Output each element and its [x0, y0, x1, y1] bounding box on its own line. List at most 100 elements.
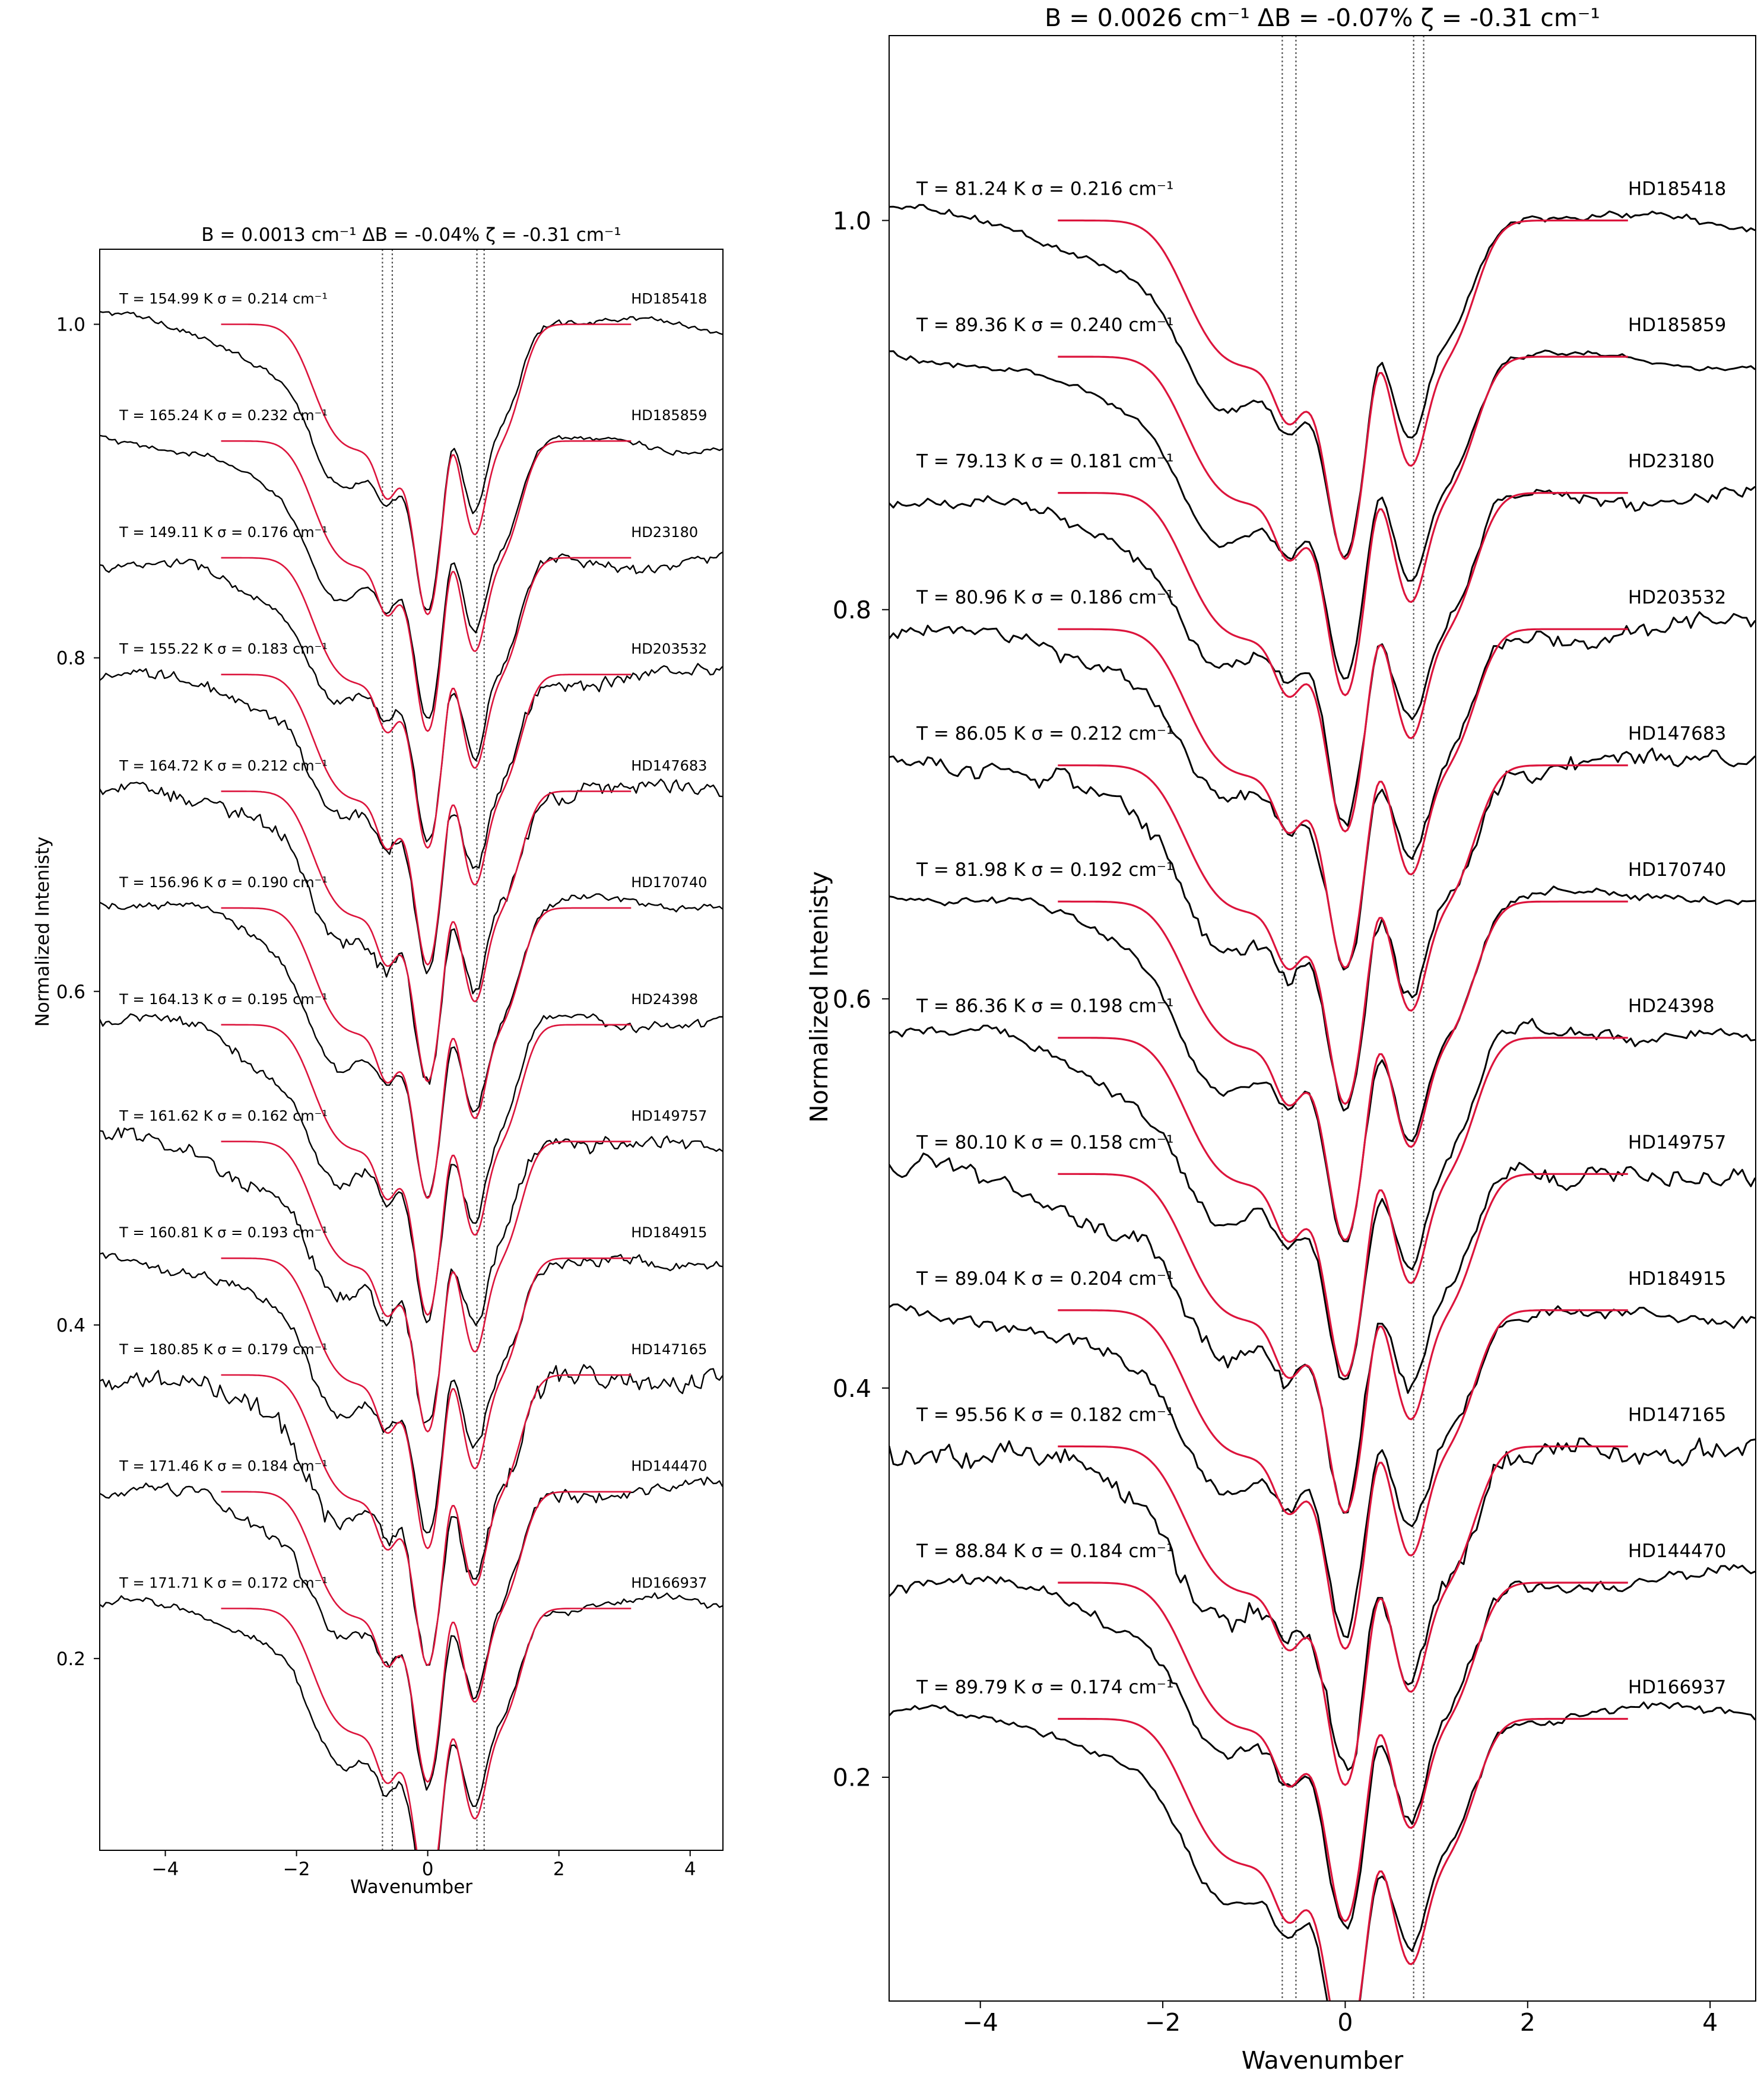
p0-series-param-label-HD23180: T = 149.11 K σ = 0.176 cm⁻¹: [119, 524, 328, 541]
left-panel: B = 0.0013 cm⁻¹ ΔB = -0.04% ζ = -0.31 cm…: [32, 224, 724, 1898]
p0-series-model-HD147683: [221, 790, 632, 1082]
p1-series-model-HD203532: [1058, 628, 1628, 969]
p1-series-param-label-HD170740: T = 81.98 K σ = 0.192 cm⁻¹: [916, 859, 1173, 881]
right-title: B = 0.0026 cm⁻¹ ΔB = -0.07% ζ = -0.31 cm…: [1045, 4, 1600, 32]
p0-ytick-label-4: 1.0: [56, 315, 85, 336]
p0-series-param-label-HD24398: T = 164.13 K σ = 0.195 cm⁻¹: [119, 991, 328, 1008]
p0-series-data-HD23180: [100, 551, 723, 843]
p1-series-param-label-HD184915: T = 89.04 K σ = 0.204 cm⁻¹: [916, 1268, 1173, 1290]
p0-series-model-HD24398: [221, 1024, 632, 1316]
p1-series-param-label-HD166937: T = 89.79 K σ = 0.174 cm⁻¹: [916, 1676, 1173, 1698]
p0-series-name-label-HD147683: HD147683: [631, 757, 707, 774]
p0-series-name-label-HD203532: HD203532: [631, 641, 707, 658]
p1-series-name-label-HD23180: HD23180: [1628, 451, 1715, 472]
right-ylabel: Normalized Intenisty: [805, 871, 833, 1123]
p1-series-data-HD184915: [889, 1303, 1756, 1638]
p0-series-model-HD147165: [221, 1374, 632, 1666]
p0-series-name-label-HD144470: HD144470: [631, 1458, 707, 1475]
p1-series-model-HD24398: [1058, 1037, 1628, 1377]
p0-series-param-label-HD184915: T = 160.81 K σ = 0.193 cm⁻¹: [119, 1224, 328, 1241]
p1-ytick-label-0: 0.2: [833, 1764, 871, 1792]
p1-xtick-label-0: −4: [962, 2008, 998, 2037]
p1-series-name-label-HD185418: HD185418: [1628, 178, 1727, 199]
p1-series-param-label-HD23180: T = 79.13 K σ = 0.181 cm⁻¹: [916, 451, 1173, 472]
p0-series-name-label-HD185418: HD185418: [631, 290, 707, 307]
p0-series-data-HD24398: [100, 1013, 723, 1323]
p1-series-param-label-HD185859: T = 89.36 K σ = 0.240 cm⁻¹: [916, 315, 1173, 336]
p1-series-model-HD147683: [1058, 764, 1628, 1105]
p0-series-model-HD203532: [221, 674, 632, 966]
p1-series-name-label-HD166937: HD166937: [1628, 1676, 1727, 1698]
p0-series-param-label-HD185418: T = 154.99 K σ = 0.214 cm⁻¹: [119, 290, 328, 307]
p0-series-param-label-HD147165: T = 180.85 K σ = 0.179 cm⁻¹: [119, 1341, 328, 1358]
p0-xtick-label-2: 0: [422, 1859, 434, 1880]
p1-series-data-HD24398: [889, 1018, 1756, 1380]
p1-series-name-label-HD170740: HD170740: [1628, 859, 1727, 881]
p0-series-model-HD170740: [221, 907, 632, 1199]
left-title: B = 0.0013 cm⁻¹ ΔB = -0.04% ζ = -0.31 cm…: [201, 224, 621, 246]
left-ylabel: Normalized Intenisty: [32, 837, 53, 1027]
p0-ytick-label-3: 0.8: [56, 648, 85, 669]
p1-series-name-label-HD24398: HD24398: [1628, 996, 1715, 1017]
p1-xtick-label-1: −2: [1145, 2008, 1181, 2037]
p1-ytick-label-1: 0.4: [833, 1374, 871, 1403]
p1-xtick-label-4: 4: [1702, 2008, 1718, 2037]
p1-series-param-label-HD203532: T = 80.96 K σ = 0.186 cm⁻¹: [916, 587, 1173, 608]
p1-series-name-label-HD149757: HD149757: [1628, 1132, 1727, 1153]
p1-series-model-HD184915: [1058, 1309, 1628, 1650]
p1-xtick-label-3: 2: [1520, 2008, 1535, 2037]
p0-series-model-HD184915: [221, 1257, 632, 1549]
p1-series-model-HD185859: [1058, 355, 1628, 697]
p0-plot-frame: [99, 249, 724, 1851]
p1-series-param-label-HD24398: T = 86.36 K σ = 0.198 cm⁻¹: [916, 996, 1173, 1017]
p0-series-name-label-HD185859: HD185859: [631, 407, 707, 424]
p1-series-data-HD144470: [889, 1564, 1756, 1930]
p0-series-name-label-HD23180: HD23180: [631, 524, 698, 541]
p0-series-data-HD166937: [100, 1592, 723, 1850]
left-xlabel: Wavenumber: [350, 1876, 472, 1898]
p0-series-name-label-HD149757: HD149757: [631, 1107, 707, 1124]
p1-ytick-label-3: 0.8: [833, 596, 871, 624]
p0-ytick-label-0: 0.2: [56, 1649, 85, 1670]
p0-xtick-label-4: 4: [684, 1859, 696, 1880]
p0-series-name-label-HD147165: HD147165: [631, 1341, 707, 1358]
p0-series-name-label-HD184915: HD184915: [631, 1224, 707, 1241]
p1-series-data-HD203532: [889, 611, 1756, 971]
p0-xtick-label-1: −2: [283, 1859, 310, 1880]
p0-ytick-label-1: 0.4: [56, 1315, 85, 1336]
p1-series-name-label-HD147683: HD147683: [1628, 723, 1727, 745]
p0-series-param-label-HD144470: T = 171.46 K σ = 0.184 cm⁻¹: [119, 1458, 328, 1475]
p1-series-model-HD149757: [1058, 1173, 1628, 1514]
p1-plot-frame: [889, 35, 1756, 2002]
p0-series-param-label-HD170740: T = 156.96 K σ = 0.190 cm⁻¹: [119, 874, 328, 891]
p1-series-param-label-HD147683: T = 86.05 K σ = 0.212 cm⁻¹: [916, 723, 1173, 745]
p1-series-param-label-HD147165: T = 95.56 K σ = 0.182 cm⁻¹: [916, 1404, 1173, 1425]
p0-series-name-label-HD170740: HD170740: [631, 874, 707, 891]
p0-series-param-label-HD203532: T = 155.22 K σ = 0.183 cm⁻¹: [119, 641, 328, 658]
p1-series-data-HD166937: [889, 1701, 1756, 2001]
p0-xtick-label-3: 2: [553, 1859, 565, 1880]
p0-series-param-label-HD149757: T = 161.62 K σ = 0.162 cm⁻¹: [119, 1107, 328, 1124]
p1-series-data-HD185859: [889, 350, 1756, 680]
p1-ytick-label-4: 1.0: [833, 207, 871, 235]
p0-ytick-label-2: 0.6: [56, 982, 85, 1003]
p1-series-data-HD170740: [889, 885, 1756, 1243]
p0-series-model-HD144470: [221, 1491, 632, 1783]
p0-series-name-label-HD24398: HD24398: [631, 991, 698, 1008]
p0-series-param-label-HD147683: T = 164.72 K σ = 0.212 cm⁻¹: [119, 757, 328, 774]
p1-series-name-label-HD184915: HD184915: [1628, 1268, 1727, 1290]
p1-series-data-HD23180: [889, 485, 1756, 827]
p1-series-name-label-HD147165: HD147165: [1628, 1404, 1727, 1425]
p1-ytick-label-2: 0.6: [833, 985, 871, 1014]
p1-series-param-label-HD144470: T = 88.84 K σ = 0.184 cm⁻¹: [916, 1541, 1173, 1562]
p0-series-data-HD184915: [100, 1252, 723, 1534]
p0-series-model-HD23180: [221, 557, 632, 849]
p1-series-param-label-HD149757: T = 80.10 K σ = 0.158 cm⁻¹: [916, 1132, 1173, 1153]
p1-series-name-label-HD185859: HD185859: [1628, 315, 1727, 336]
p0-series-name-label-HD166937: HD166937: [631, 1574, 707, 1591]
p0-series-param-label-HD166937: T = 171.71 K σ = 0.172 cm⁻¹: [119, 1574, 328, 1591]
p1-series-name-label-HD144470: HD144470: [1628, 1541, 1727, 1562]
p1-series-data-HD185418: [889, 204, 1756, 559]
